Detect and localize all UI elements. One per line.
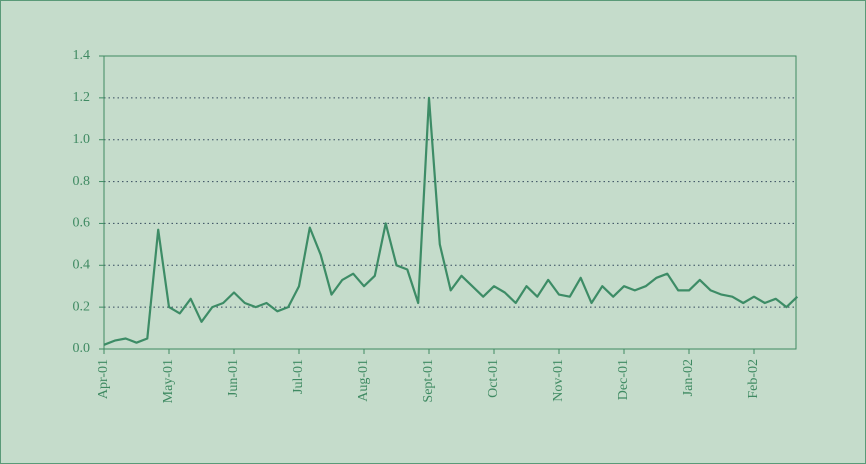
y-tick-label: 0.4 <box>73 258 91 273</box>
plot-border <box>103 55 797 350</box>
y-tick-label: 0.2 <box>73 299 91 314</box>
x-tick-label: Jul-01 <box>291 359 306 394</box>
y-tick-label: 0.6 <box>73 216 91 231</box>
x-tick-label: Dec-01 <box>616 359 631 400</box>
x-tick-label: Feb-02 <box>746 359 761 399</box>
y-tick-label: 1.2 <box>73 90 91 105</box>
x-tick-label: Jun-01 <box>226 359 241 397</box>
x-tick-label: Apr-01 <box>96 359 111 399</box>
y-tick-label: 0.8 <box>73 174 91 189</box>
y-tick-label: 1.0 <box>73 132 91 147</box>
x-tick-label: Sept-01 <box>421 359 436 403</box>
y-tick-label: 1.4 <box>73 48 91 63</box>
x-tick-label: May-01 <box>161 359 176 403</box>
x-tick-label: Oct-01 <box>486 359 501 398</box>
x-tick-label: Nov-01 <box>551 359 566 402</box>
y-tick-label: 0.0 <box>73 341 91 356</box>
x-tick-label: Jan-02 <box>681 359 696 396</box>
x-tick-label: Aug-01 <box>356 359 371 402</box>
data-line <box>103 96 799 346</box>
